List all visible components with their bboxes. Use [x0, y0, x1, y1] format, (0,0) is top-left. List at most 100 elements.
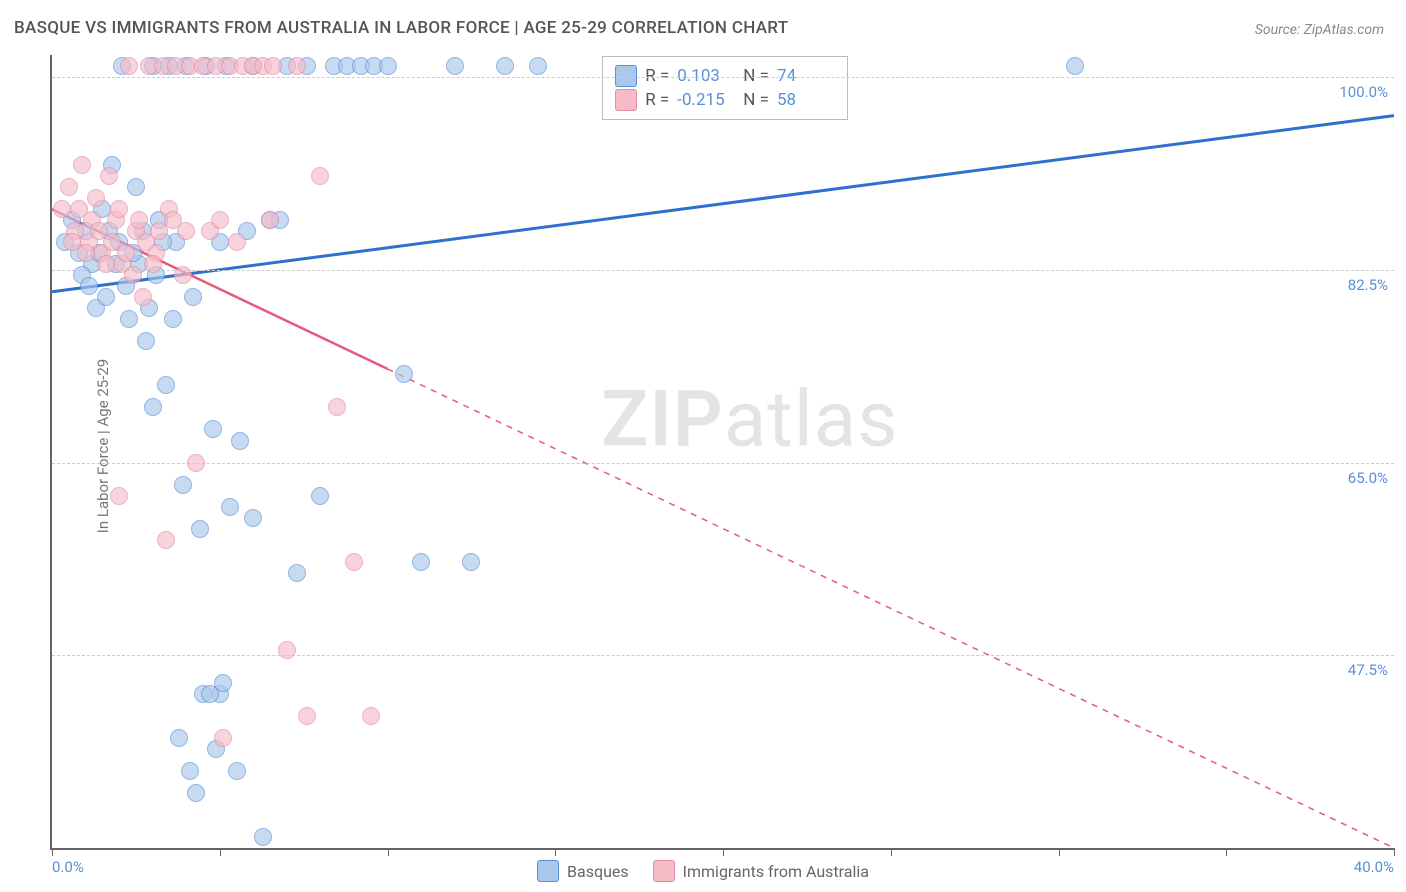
y-tick-label: 100.0% — [1339, 83, 1388, 101]
data-point — [288, 57, 306, 75]
data-point — [137, 332, 155, 350]
data-point — [97, 288, 115, 306]
data-point — [144, 255, 162, 273]
data-point — [254, 828, 272, 846]
gridline — [52, 77, 1394, 78]
data-point — [134, 288, 152, 306]
data-point — [328, 398, 346, 416]
data-point — [362, 707, 380, 725]
x-tick — [52, 848, 53, 856]
swatch-basques-icon — [537, 860, 559, 882]
data-point — [177, 222, 195, 240]
data-point — [231, 432, 249, 450]
data-point — [288, 564, 306, 582]
data-point — [53, 200, 71, 218]
data-point — [97, 255, 115, 273]
chart-container: BASQUE VS IMMIGRANTS FROM AUSTRALIA IN L… — [0, 0, 1406, 892]
x-tick — [1059, 848, 1060, 856]
data-point — [221, 498, 239, 516]
gridline — [52, 655, 1394, 656]
data-point — [214, 674, 232, 692]
data-point — [496, 57, 514, 75]
data-point — [170, 729, 188, 747]
n-value-basques: 74 — [777, 66, 835, 86]
data-point — [379, 57, 397, 75]
correlation-legend: R = 0.103 N = 74 R = -0.215 N = 58 — [602, 56, 848, 120]
data-point — [73, 156, 91, 174]
data-point — [311, 487, 329, 505]
data-point — [228, 233, 246, 251]
data-point — [124, 266, 142, 284]
data-point — [110, 487, 128, 505]
series-legend: Basques Immigrants from Australia — [537, 860, 869, 882]
x-tick — [1226, 848, 1227, 856]
data-point — [311, 167, 329, 185]
data-point — [184, 288, 202, 306]
y-tick-label: 65.0% — [1348, 469, 1388, 487]
x-tick-label: 40.0% — [1354, 858, 1394, 876]
data-point — [244, 509, 262, 527]
x-tick-label: 0.0% — [52, 858, 84, 876]
data-point — [181, 762, 199, 780]
data-point — [120, 57, 138, 75]
data-point — [298, 707, 316, 725]
data-point — [110, 200, 128, 218]
data-point — [446, 57, 464, 75]
data-point — [77, 244, 95, 262]
data-point — [174, 266, 192, 284]
legend-row-immigrants: R = -0.215 N = 58 — [615, 89, 835, 111]
x-tick — [220, 848, 221, 856]
swatch-immigrants-icon — [653, 860, 675, 882]
data-point — [187, 454, 205, 472]
legend-item-basques: Basques — [537, 860, 629, 882]
x-tick — [1394, 848, 1395, 856]
data-point — [462, 553, 480, 571]
data-point — [117, 244, 135, 262]
data-point — [261, 211, 279, 229]
data-point — [278, 641, 296, 659]
data-point — [120, 310, 138, 328]
swatch-immigrants — [615, 89, 637, 111]
data-point — [214, 729, 232, 747]
legend-row-basques: R = 0.103 N = 74 — [615, 65, 835, 87]
data-point — [80, 277, 98, 295]
x-tick — [388, 848, 389, 856]
plot-area: ZIPatlas R = 0.103 N = 74 R = -0.215 N =… — [50, 55, 1394, 850]
gridline — [52, 270, 1394, 271]
data-point — [211, 211, 229, 229]
r-value-immigrants: -0.215 — [677, 90, 735, 110]
trend-line-solid — [52, 116, 1394, 292]
data-point — [174, 476, 192, 494]
data-point — [395, 365, 413, 383]
data-point — [264, 57, 282, 75]
legend-item-immigrants: Immigrants from Australia — [653, 860, 869, 882]
data-point — [157, 376, 175, 394]
source-attribution: Source: ZipAtlas.com — [1255, 22, 1384, 38]
data-point — [228, 762, 246, 780]
x-tick — [555, 848, 556, 856]
y-tick-label: 82.5% — [1348, 276, 1388, 294]
data-point — [157, 531, 175, 549]
data-point — [412, 553, 430, 571]
n-value-immigrants: 58 — [777, 90, 835, 110]
chart-title: BASQUE VS IMMIGRANTS FROM AUSTRALIA IN L… — [14, 18, 788, 38]
data-point — [187, 784, 205, 802]
swatch-basques — [615, 65, 637, 87]
gridline — [52, 463, 1394, 464]
trend-line-dashed — [388, 369, 1395, 848]
data-point — [164, 310, 182, 328]
trend-lines-layer — [52, 55, 1394, 848]
data-point — [345, 553, 363, 571]
data-point — [130, 211, 148, 229]
y-tick-label: 47.5% — [1348, 661, 1388, 679]
data-point — [60, 178, 78, 196]
data-point — [87, 189, 105, 207]
data-point — [144, 398, 162, 416]
data-point — [529, 57, 547, 75]
data-point — [204, 420, 222, 438]
data-point — [127, 178, 145, 196]
data-point — [1066, 57, 1084, 75]
r-value-basques: 0.103 — [677, 66, 735, 86]
data-point — [191, 520, 209, 538]
x-tick — [891, 848, 892, 856]
